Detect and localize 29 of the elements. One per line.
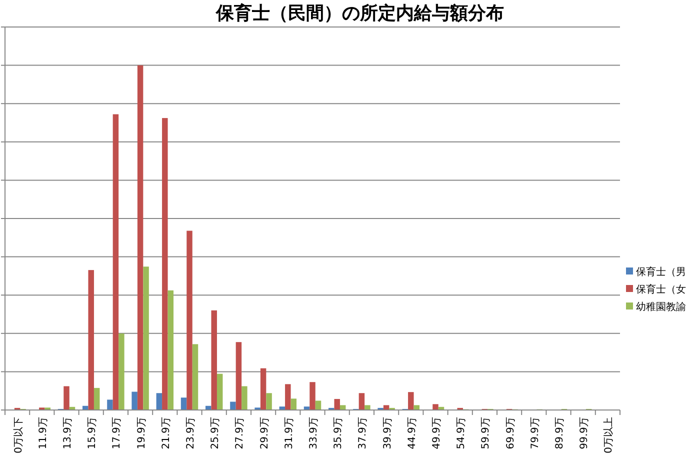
chart-title: 保育士（民間）の所定内給与額分布 bbox=[215, 2, 504, 24]
x-tick-label: 27.9万 bbox=[234, 417, 246, 450]
x-tick-label: 0万以下 bbox=[12, 417, 24, 454]
x-tick-label: 19.9万 bbox=[136, 417, 148, 450]
x-tick-label: 37.9万 bbox=[358, 417, 369, 450]
x-tick-label: 35.9万 bbox=[333, 417, 344, 450]
x-tick-label: 54.9万 bbox=[456, 417, 468, 450]
legend-label: 保育士（男 bbox=[636, 266, 686, 278]
x-tick-label: 49.9万 bbox=[432, 417, 442, 450]
x-tick-label: 21.9万 bbox=[160, 417, 172, 450]
x-tick-label: 15.9万 bbox=[87, 417, 98, 450]
x-tick-label: 44.9万 bbox=[406, 417, 418, 450]
x-tick-label: 79.9万 bbox=[530, 417, 541, 450]
legend-label: 保育士（女 bbox=[636, 284, 686, 296]
x-tick-label: 25.9万 bbox=[210, 417, 222, 450]
x-tick-label: 13.9万 bbox=[62, 417, 74, 450]
x-tick-label: 39.9万 bbox=[382, 417, 394, 450]
x-tick-label: 0万以上 bbox=[602, 417, 615, 454]
x-tick-label: 89.9万 bbox=[554, 417, 566, 450]
x-tick-label: 29.9万 bbox=[259, 417, 270, 450]
x-tick-label: 59.9万 bbox=[480, 417, 492, 450]
x-tick-label: 31.9万 bbox=[284, 417, 295, 450]
x-tick-label: 99.9万 bbox=[579, 417, 590, 450]
legend-label: 幼稚園教諭 bbox=[636, 301, 686, 313]
x-tick-label: 69.9万 bbox=[505, 417, 516, 450]
x-tick-label: 23.9万 bbox=[186, 417, 196, 450]
x-tick-label: 11.9万 bbox=[38, 417, 49, 450]
x-tick-label: 33.9万 bbox=[308, 417, 320, 450]
x-tick-label: 17.9万 bbox=[112, 417, 123, 450]
